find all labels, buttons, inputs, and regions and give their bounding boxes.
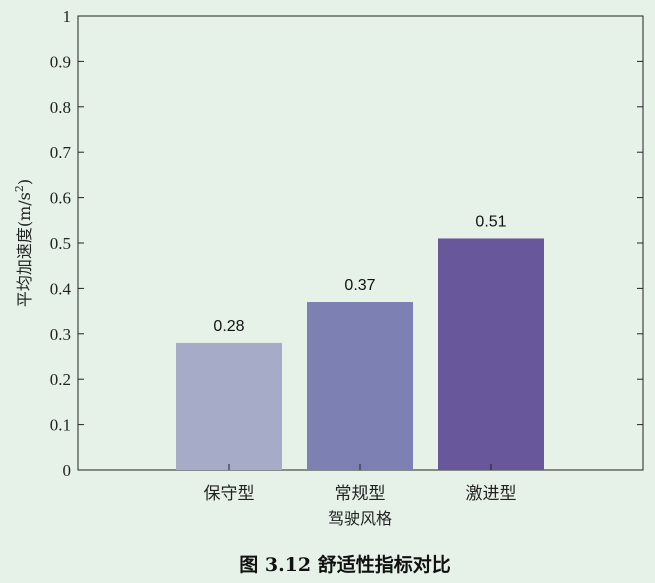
x-tick-label: 保守型 [204, 484, 255, 504]
y-axis-title: 平均加速度(m/s2) [13, 179, 34, 307]
bar-value-label: 0.28 [213, 318, 244, 335]
y-tick-label: 0.7 [50, 143, 72, 162]
category-labels: 保守型 常规型 激进型 [204, 464, 517, 504]
y-tick-label: 0.1 [50, 416, 71, 435]
bar [307, 302, 413, 470]
bar-value-label: 0.51 [475, 213, 506, 230]
y-tick-label: 0 [63, 461, 72, 480]
y-tick-label: 0.3 [50, 325, 71, 344]
y-tick-label: 0.5 [50, 234, 71, 253]
x-tick-label: 常规型 [335, 484, 386, 504]
bar [176, 342, 282, 470]
y-tick-label: 1 [63, 7, 72, 26]
data-labels: 0.28 0.37 0.51 [213, 213, 506, 334]
x-tick-label: 激进型 [466, 484, 517, 504]
y-axis-ticks: 0 0.1 0.2 0.3 0.4 0.5 0.6 0.7 0.8 0.9 1 [50, 7, 643, 480]
figure-caption: 图 3.12 舒适性指标对比 [239, 553, 451, 576]
bars [176, 238, 544, 470]
bar-value-label: 0.37 [344, 277, 375, 294]
y-tick-label: 0.9 [50, 52, 71, 71]
y-tick-label: 0.2 [50, 370, 71, 389]
y-axis-title-close: ) [15, 179, 34, 185]
y-tick-label: 0.6 [50, 189, 71, 208]
y-axis-title-superscript: 2 [13, 185, 26, 192]
y-tick-label: 0.4 [50, 279, 72, 298]
x-axis-title: 驾驶风格 [328, 509, 392, 528]
y-tick-label: 0.8 [50, 98, 71, 117]
y-axis-title-main: 平均加速度(m/s [15, 192, 34, 307]
bar [438, 238, 544, 470]
